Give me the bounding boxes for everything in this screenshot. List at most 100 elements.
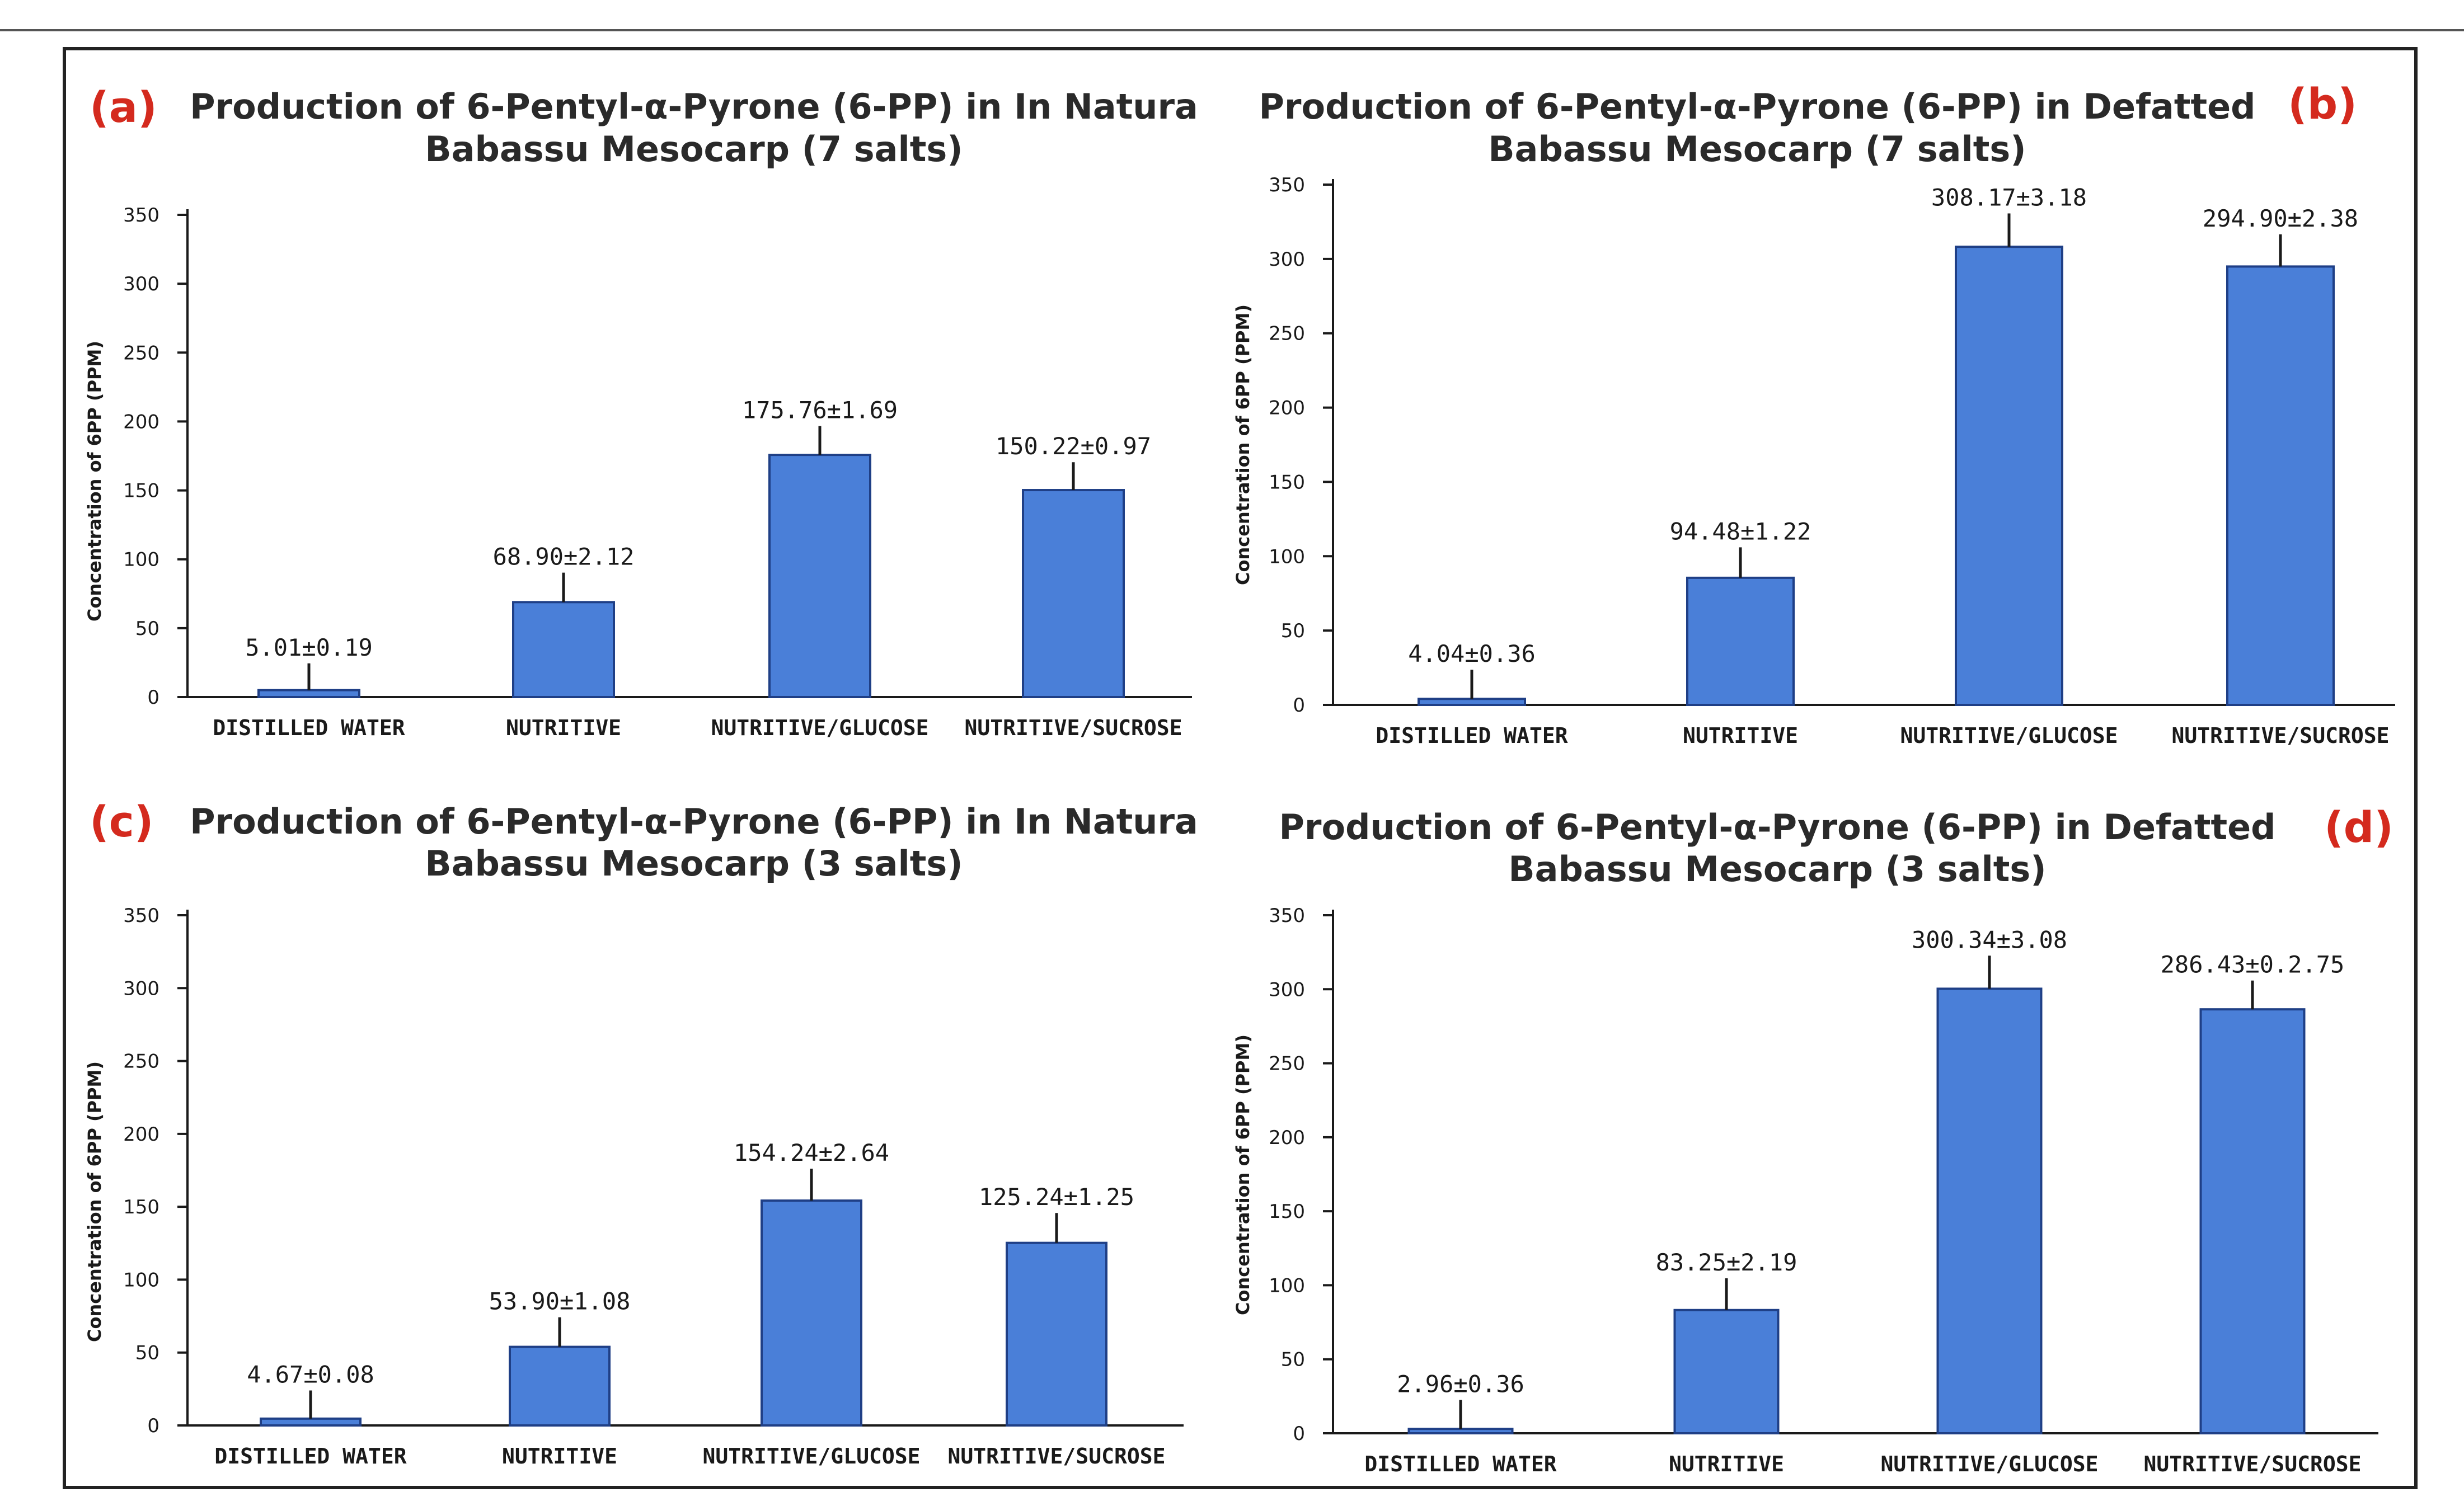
panel-a-y-tick-label: 350 — [123, 204, 159, 227]
panel-d-y-tick-label: 0 — [1293, 1423, 1305, 1445]
panel-c-data-label: 53.90±1.08 — [489, 1288, 631, 1315]
panel-a-data-label: 150.22±0.97 — [996, 432, 1151, 460]
panel-b-y-tick-label: 350 — [1269, 174, 1305, 196]
panel-d-category-label: NUTRITIVE/GLUCOSE — [1881, 1452, 2099, 1476]
panel-b-title-line2: Babassu Mesocarp (7 salts) — [1488, 129, 2026, 170]
panel-b-data-label: 4.04±0.36 — [1408, 640, 1536, 667]
panel-d-y-tick-label: 250 — [1269, 1053, 1305, 1075]
panel-b-data-label: 94.48±1.22 — [1670, 517, 1811, 545]
panel-c-bar — [761, 1199, 862, 1427]
panel-d-y-tick-label: 200 — [1269, 1127, 1305, 1149]
panel-a-label: (a) — [90, 82, 157, 132]
panel-b-data-label: 294.90±2.38 — [2203, 205, 2358, 232]
panel-d-y-tick-label: 150 — [1269, 1201, 1305, 1223]
panel-b-y-tick-label: 150 — [1269, 471, 1305, 493]
panel-c-label: (c) — [90, 797, 154, 846]
panel-d-category-label: NUTRITIVE/SUCROSE — [2144, 1452, 2362, 1476]
panel-d-category-label: NUTRITIVE — [1669, 1452, 1784, 1476]
figure-frame — [63, 47, 2418, 1489]
panel-d-y-tick-label: 300 — [1269, 978, 1305, 1001]
panel-b-y-tick-label: 0 — [1293, 694, 1305, 717]
panel-b-category-label: NUTRITIVE/SUCROSE — [2172, 723, 2390, 748]
panel-c-y-tick-label: 0 — [147, 1415, 159, 1437]
panel-a-y-tick-label: 100 — [123, 549, 159, 571]
panel-a-data-label: 175.76±1.69 — [742, 397, 898, 424]
panel-a-ylabel: Concentration of 6PP (PPM) — [84, 341, 105, 622]
panel-d-y-tick-label: 350 — [1269, 905, 1305, 927]
panel-c-data-label: 154.24±2.64 — [734, 1139, 889, 1166]
panel-a-category-label: NUTRITIVE/SUCROSE — [965, 716, 1182, 740]
panel-c-ylabel: Concentration of 6PP (PPM) — [84, 1061, 105, 1342]
panel-d-data-label: 300.34±3.08 — [1912, 926, 2067, 953]
panel-d-plot: 0 50 100 150 200 250 300 350 2.96±0.36 DISTILLED … — [1269, 905, 2378, 1476]
panel-b-category-label: DISTILLED WATER — [1376, 723, 1567, 748]
panel-c-y-tick-label: 350 — [123, 905, 159, 927]
panel-c-plot: 0 50 100 150 200 250 300 350 4.67±0.08 DISTILLED … — [123, 905, 1184, 1469]
panel-d-bar — [1673, 1309, 1780, 1435]
panel-d-ylabel: Concentration of 6PP (PPM) — [1232, 1034, 1254, 1315]
panel-c-category-label: NUTRITIVE/SUCROSE — [948, 1444, 1166, 1469]
panel-a-bar — [1022, 489, 1125, 698]
panel-a-category-label: DISTILLED WATER — [213, 716, 405, 740]
panel-a: (a) Production of 6-Pentyl-α-Pyrone (6-P… — [84, 82, 1198, 740]
panel-a-title-line1: Production of 6-Pentyl-α-Pyrone (6-PP) i… — [190, 86, 1198, 127]
panel-d-bar — [2199, 1008, 2306, 1435]
panel-d-category-label: DISTILLED WATER — [1364, 1452, 1556, 1476]
panel-b-bar — [1686, 576, 1795, 707]
panel-c-data-label: 125.24±1.25 — [979, 1183, 1134, 1211]
panel-b-y-tick-label: 250 — [1269, 323, 1305, 345]
panel-b-y-tick-label: 300 — [1269, 248, 1305, 271]
panel-d-data-label: 286.43±0.2.75 — [2161, 951, 2345, 978]
panel-d-data-label: 83.25±2.19 — [1656, 1249, 1797, 1276]
panel-c-bar — [509, 1345, 611, 1427]
panel-b-plot: 0 50 100 150 200 250 300 350 4.04±0.36 DISTILLED … — [1269, 174, 2395, 748]
panel-b-title-line1: Production of 6-Pentyl-α-Pyrone (6-PP) i… — [1259, 86, 2255, 127]
panel-c-title-line1: Production of 6-Pentyl-α-Pyrone (6-PP) i… — [190, 801, 1198, 842]
panel-b: (b) Production of 6-Pentyl-α-Pyrone (6-P… — [1232, 79, 2395, 748]
panel-a-y-tick-label: 50 — [135, 618, 159, 640]
panel-d: (d) Production of 6-Pentyl-α-Pyrone (6-P… — [1232, 802, 2393, 1476]
panel-c-data-label: 4.67±0.08 — [247, 1361, 374, 1388]
panel-a-y-tick-label: 250 — [123, 342, 159, 364]
panel-c-y-tick-label: 200 — [123, 1123, 159, 1146]
panel-c-category-label: NUTRITIVE/GLUCOSE — [703, 1444, 921, 1469]
panel-d-data-label: 2.96±0.36 — [1397, 1370, 1524, 1397]
panel-b-y-tick-label: 100 — [1269, 545, 1305, 568]
panel-a-data-label: 68.90±2.12 — [493, 543, 635, 571]
panel-c-bar — [1006, 1241, 1107, 1427]
panel-c-y-tick-label: 100 — [123, 1269, 159, 1291]
top-rule — [0, 29, 2464, 31]
panel-a-bar — [768, 454, 871, 698]
panel-b-ylabel: Concentration of 6PP (PPM) — [1232, 304, 1254, 585]
panel-d-title-line2: Babassu Mesocarp (3 salts) — [1508, 849, 2046, 890]
panel-d-y-tick-label: 100 — [1269, 1274, 1305, 1297]
panel-c-y-tick-label: 150 — [123, 1196, 159, 1218]
panel-b-y-tick-label: 200 — [1269, 397, 1305, 420]
panel-a-y-tick-label: 150 — [123, 480, 159, 502]
panel-c-bar — [260, 1417, 362, 1427]
panel-b-bar — [1955, 246, 2063, 706]
panel-c-y-tick-label: 300 — [123, 977, 159, 1000]
panel-c-y-tick-label: 250 — [123, 1051, 159, 1073]
panel-a-bar — [512, 601, 615, 698]
panel-b-label: (b) — [2288, 79, 2357, 129]
panel-a-y-tick-label: 0 — [147, 686, 159, 709]
panel-a-plot: 0 50 100 150 200 250 300 350 5.01±0.19 DISTILLED … — [123, 204, 1192, 740]
panel-a-data-label: 5.01±0.19 — [245, 634, 373, 661]
panel-d-bar — [1407, 1428, 1514, 1435]
panel-c-y-tick-label: 50 — [135, 1342, 159, 1364]
panel-d-bar — [1936, 987, 2043, 1435]
panel-b-category-label: NUTRITIVE/GLUCOSE — [1900, 723, 2118, 748]
panel-c-title-line2: Babassu Mesocarp (3 salts) — [425, 843, 963, 884]
panel-a-bar — [257, 689, 360, 699]
panel-c: (c) Production of 6-Pentyl-α-Pyrone (6-P… — [84, 797, 1198, 1469]
panel-c-category-label: DISTILLED WATER — [214, 1444, 406, 1469]
panel-d-y-tick-label: 50 — [1281, 1349, 1305, 1371]
panel-b-category-label: NUTRITIVE — [1683, 723, 1798, 748]
panel-d-title-line1: Production of 6-Pentyl-α-Pyrone (6-PP) i… — [1279, 807, 2275, 848]
panel-a-y-tick-label: 200 — [123, 411, 159, 433]
panel-a-title-line2: Babassu Mesocarp (7 salts) — [425, 129, 963, 170]
panel-a-category-label: NUTRITIVE/GLUCOSE — [711, 716, 929, 740]
panel-b-bar — [1418, 698, 1526, 706]
